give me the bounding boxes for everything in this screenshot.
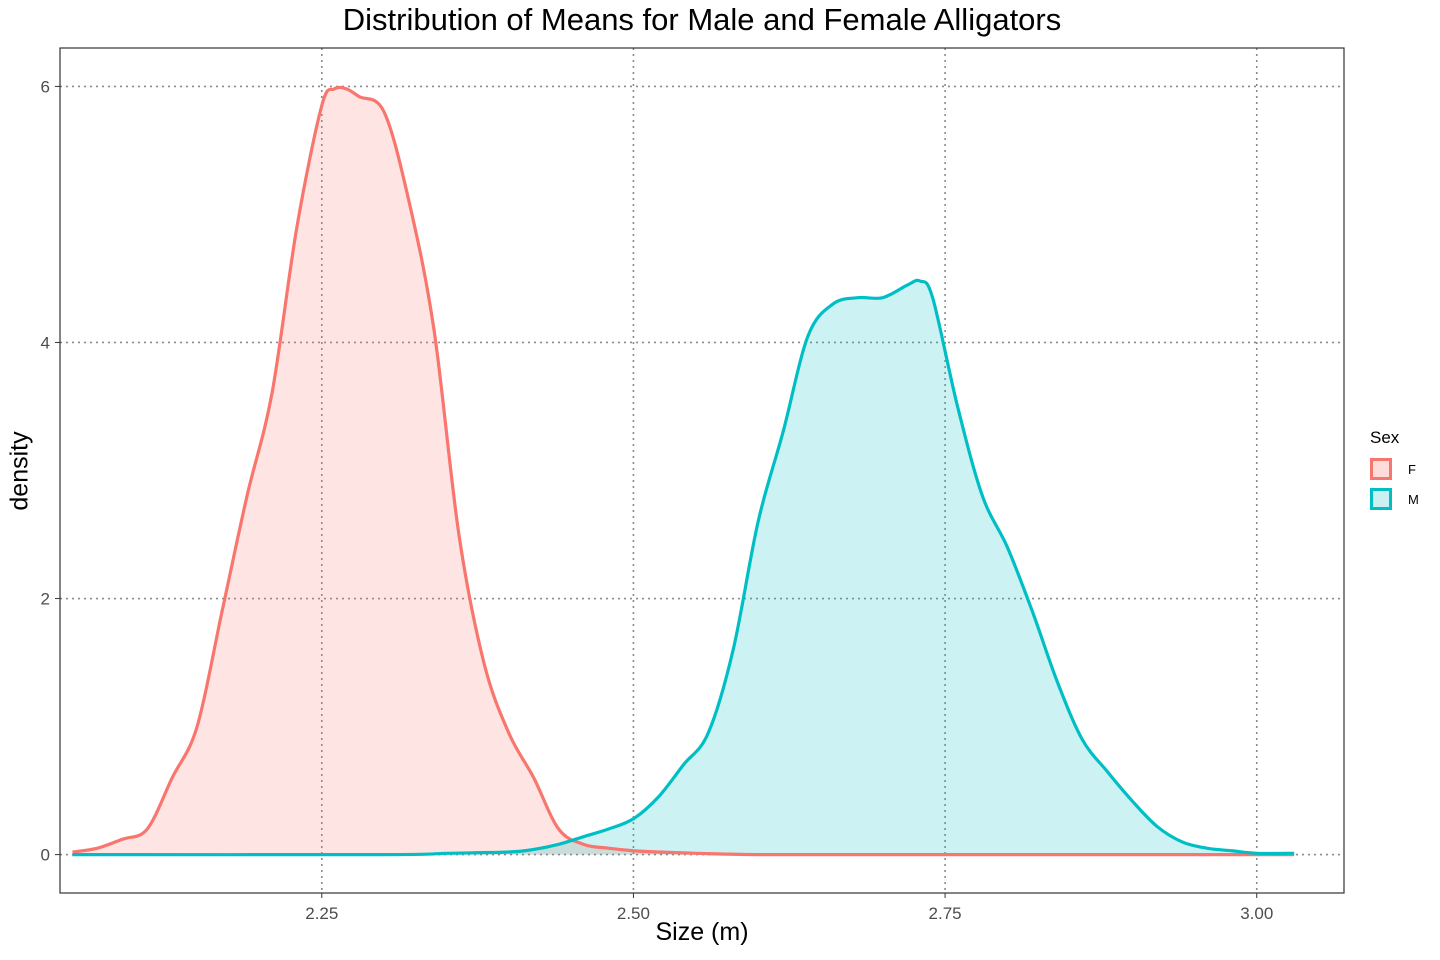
legend-label-m: M [1408,491,1419,507]
legend-key-f [1370,458,1392,480]
legend-item-f: F [1370,454,1419,484]
x-tick-label-2: 2.75 [929,904,962,923]
y-tick-label-3: 6 [41,77,50,96]
x-tick-label-1: 2.50 [617,904,650,923]
y-tick-label-0: 0 [41,846,50,865]
legend-key-m [1370,488,1392,510]
density-line-m [72,278,1295,857]
y-tick-label-2: 4 [41,333,50,352]
legend-label-f: F [1408,461,1416,477]
density-area-f [72,87,1295,855]
legend-title: Sex [1370,428,1400,447]
legend: Sex F M [1370,428,1419,514]
density-lines [72,85,1295,857]
chart-title: Distribution of Means for Male and Femal… [342,2,1062,37]
x-axis-ticks: 2.25 2.50 2.75 3.00 [305,893,1273,923]
density-line-f [72,85,1295,857]
density-areas [72,87,1295,855]
x-axis-label: Size (m) [655,918,749,946]
plot-panel-border [59,47,1345,894]
x-tick-label-0: 2.25 [305,904,338,923]
legend-item-m: M [1370,484,1419,514]
density-area-m [72,280,1295,855]
y-axis-ticks: 0 2 4 6 [41,77,60,865]
x-tick-label-3: 3.00 [1240,904,1273,923]
y-tick-label-1: 2 [41,590,50,609]
